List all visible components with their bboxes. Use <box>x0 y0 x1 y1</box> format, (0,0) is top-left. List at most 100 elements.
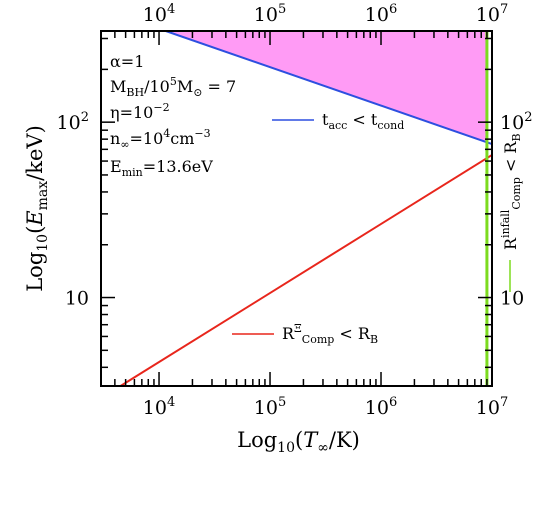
legend-r-comp-part: Ξ <box>294 322 302 335</box>
annotation-mbh-part: M <box>177 77 193 96</box>
tick-base: 10 <box>143 4 167 26</box>
annotation-ninf-part: −3 <box>194 127 210 140</box>
tick-base: 10 <box>365 4 389 26</box>
tick-base: 10 <box>254 4 278 26</box>
y-tick-label-right: 10 <box>500 288 524 310</box>
tick-exponent: 5 <box>278 395 286 410</box>
annotation-emin-part: min <box>122 166 143 179</box>
tick-base: 10 <box>65 288 89 310</box>
x-axis-title-sub: 10 <box>277 440 295 456</box>
tick-base: 10 <box>143 397 167 419</box>
x-axis-title-varsub: ∞ <box>317 440 329 456</box>
annotation-ninf-part: =10 <box>129 129 163 148</box>
y-axis-title-pre: Log <box>23 252 47 292</box>
annotation-mbh-part: /10 <box>144 77 170 96</box>
tick-exponent: 7 <box>500 2 508 17</box>
tick-base: 10 <box>254 397 278 419</box>
series-line-R-comp <box>120 154 492 386</box>
tick-base: 10 <box>500 288 524 310</box>
tick-base: 10 <box>57 112 81 134</box>
x-axis-title-post: /K) <box>329 428 360 452</box>
x-tick-label: 107 <box>476 395 508 419</box>
x-tick-label-top: 105 <box>254 2 286 26</box>
tick-exponent: 2 <box>81 110 89 125</box>
annotation-mbh-part: ⊙ <box>193 86 202 99</box>
legend-t-acc-part: < t <box>347 110 378 129</box>
annotation-mbh-part: 5 <box>170 75 177 88</box>
tick-base: 10 <box>365 397 389 419</box>
tick-exponent: 4 <box>167 395 175 410</box>
x-tick-label: 105 <box>254 395 286 419</box>
legend-label-r-comp: RΞComp < RB <box>282 322 378 346</box>
x-axis-title-var: T <box>303 428 319 452</box>
annotation-ninf-part: 4 <box>163 127 170 140</box>
y-tick-label: 102 <box>57 110 89 134</box>
annotation-emin-part: E <box>110 157 122 176</box>
legend-r-comp-part: R <box>282 324 295 343</box>
tick-base: 10 <box>476 4 500 26</box>
y-axis-title-var: E <box>23 210 47 226</box>
legend-t-acc-part: cond <box>377 119 404 132</box>
axis-titles: Log10(T∞/K)Log10(Emax/keV) <box>23 125 360 456</box>
series-line-t-acc <box>165 31 492 146</box>
legend-r-infall-part: infall <box>499 209 512 238</box>
legend-r-infall-part: B <box>510 133 523 141</box>
tick-marks <box>100 31 493 386</box>
legend-r-infall-part: R <box>501 237 520 250</box>
tick-exponent: 5 <box>278 2 286 17</box>
legend-label-r-infall: RinfallComp < RB <box>499 133 523 250</box>
legend-r-comp-part: < R <box>334 324 371 343</box>
legend-r-infall-part: Comp <box>510 177 523 210</box>
y-axis-title-varsub: max <box>35 181 51 211</box>
tick-base: 10 <box>500 112 524 134</box>
tick-exponent: 6 <box>389 2 397 17</box>
x-tick-label-top: 107 <box>476 2 508 26</box>
annotation-ninf-part: cm <box>170 129 194 148</box>
annotation-eta-part: −2 <box>153 101 169 114</box>
tick-base: 10 <box>476 397 500 419</box>
x-tick-label: 104 <box>143 395 175 419</box>
legend-label-t-acc: tacc < tcond <box>322 110 404 132</box>
annotation-eta: η=10−2 <box>110 101 170 122</box>
legend-r-comp-part: B <box>370 333 378 346</box>
plot-frame <box>100 30 493 387</box>
legend-r-comp-part: Comp <box>302 333 335 346</box>
annotation-ninf-part: n <box>110 129 120 148</box>
y-axis-title-open: ( <box>23 226 47 234</box>
annotation-text: α=1 <box>110 52 144 71</box>
y-axis-title-sub: 10 <box>35 234 51 252</box>
annotation-mbh-part: = 7 <box>202 77 236 96</box>
y-axis-title: Log10(Emax/keV) <box>23 125 51 292</box>
legend-t-acc-part: acc <box>328 119 347 132</box>
series-layer <box>120 31 492 386</box>
x-axis-title-pre: Log <box>237 428 277 452</box>
annotation-ninf-part: ∞ <box>120 138 129 151</box>
x-tick-label: 106 <box>365 395 397 419</box>
y-axis-title-post: /keV) <box>23 125 47 181</box>
y-tick-label-right: 102 <box>500 110 532 134</box>
tick-exponent: 6 <box>389 395 397 410</box>
x-axis-title: Log10(T∞/K) <box>237 428 360 456</box>
x-tick-label-top: 104 <box>143 2 175 26</box>
annotation-mbh: MBH/105M⊙ = 7 <box>110 75 236 99</box>
tick-exponent: 4 <box>167 2 175 17</box>
x-axis-title-open: ( <box>295 428 303 452</box>
annotation-mbh-part: BH <box>126 86 144 99</box>
annotation-alpha: α=1 <box>110 52 144 71</box>
x-tick-label-top: 106 <box>365 2 397 26</box>
tick-exponent: 2 <box>524 110 532 125</box>
tick-exponent: 7 <box>500 395 508 410</box>
annotation-ninf: n∞=104cm−3 <box>110 127 211 151</box>
annotation-emin-part: =13.6eV <box>143 157 214 176</box>
y-tick-label: 10 <box>65 288 89 310</box>
annotation-mbh-part: M <box>110 77 126 96</box>
annotation-eta-part: η=10 <box>110 103 153 122</box>
legend-r-infall-part: < R <box>501 141 520 178</box>
axes-frame <box>100 30 493 387</box>
legend-t-acc-part: t <box>322 110 329 129</box>
annotation-emin: Emin=13.6eV <box>110 157 213 179</box>
